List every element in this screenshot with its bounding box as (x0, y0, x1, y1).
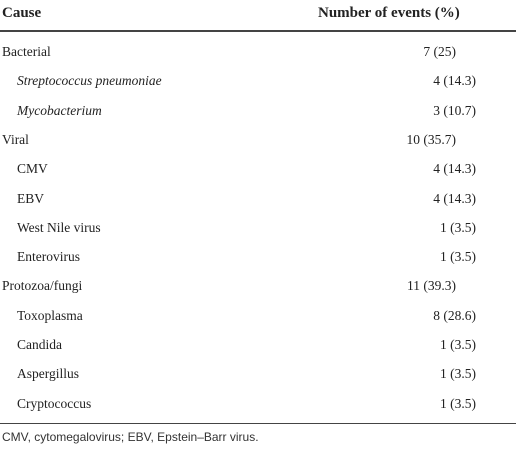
item-cause: Enterovirus (17, 249, 80, 265)
footnote: CMV, cytomegalovirus; EBV, Epstein–Barr … (2, 430, 259, 444)
item-cause: West Nile virus (17, 219, 101, 235)
group-cause: Viral (2, 131, 29, 147)
item-cause: Cryptococcus (17, 395, 92, 411)
bottom-rule (0, 423, 516, 424)
item-events: 4 (14.3) (433, 161, 476, 177)
item-events: 1 (3.5) (440, 337, 476, 352)
item-events: 1 (3.5) (440, 219, 476, 235)
header-cause: Cause (2, 5, 42, 21)
item-events: 1 (3.5) (440, 366, 476, 382)
item-events: 4 (14.3) (433, 73, 476, 89)
item-cause: EBV (17, 190, 44, 206)
item-events: 4 (14.3) (433, 190, 476, 206)
group-events: 10 (35.7) (406, 131, 457, 147)
item-cause: Mycobacterium (17, 102, 102, 118)
item-cause: Candida (17, 337, 62, 352)
item-cause: Toxoplasma (17, 307, 83, 323)
group-cause: Bacterial (2, 44, 51, 59)
item-cause: Streptococcus pneumoniae (17, 73, 162, 89)
group-events: 11 (39.3) (407, 278, 456, 294)
item-events: 1 (3.5) (440, 249, 476, 265)
item-cause: CMV (17, 161, 48, 177)
group-events: 7 (25) (423, 44, 456, 59)
item-events: 1 (3.5) (440, 395, 476, 411)
item-cause: Aspergillus (17, 366, 80, 382)
header-rule (0, 30, 516, 32)
group-cause: Protozoa/fungi (2, 278, 83, 294)
header-events: Number of events (%) (318, 5, 460, 21)
item-events: 8 (28.6) (433, 307, 476, 323)
item-events: 3 (10.7) (433, 102, 476, 118)
